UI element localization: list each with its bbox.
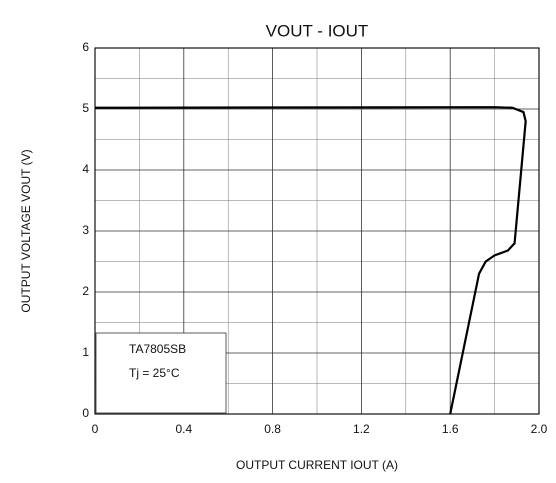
y-tick-label: 1 (82, 345, 89, 359)
x-tick-label: 0.8 (264, 422, 281, 436)
x-tick-label: 0.4 (175, 422, 192, 436)
plot-frame (94, 47, 540, 415)
x-axis-label: OUTPUT CURRENT IOUT (A) (236, 458, 398, 472)
y-tick-label: 3 (82, 223, 89, 237)
x-tick-label: 0 (92, 422, 99, 436)
x-tick-label: 2.0 (531, 422, 548, 436)
y-tick-label: 5 (82, 101, 89, 115)
annotation: Tj = 25°C (129, 366, 180, 380)
x-tick-label: 1.2 (353, 422, 370, 436)
data-line (94, 106, 527, 415)
y-tick-label: 0 (82, 406, 89, 420)
y-tick-label: 2 (82, 284, 89, 298)
y-tick-label: 4 (82, 162, 89, 176)
annotation-box (95, 332, 227, 414)
y-axis-label: OUTPUT VOLTAGE VOUT (V) (19, 149, 33, 312)
annotation: TA7805SB (129, 342, 186, 356)
chart-title: VOUT - IOUT (266, 21, 369, 40)
y-tick-label: 6 (82, 40, 89, 54)
x-tick-label: 1.6 (442, 422, 459, 436)
